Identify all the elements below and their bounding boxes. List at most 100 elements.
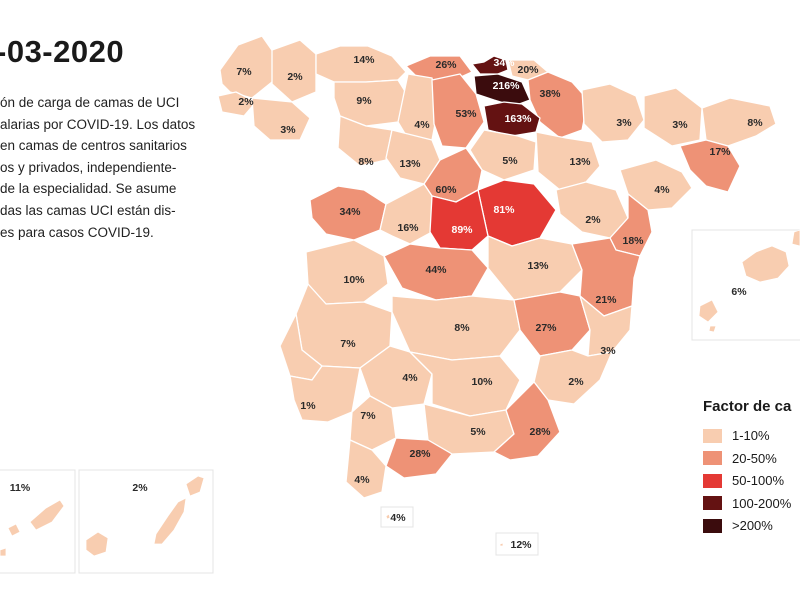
- province-value-label: 3%: [280, 124, 296, 136]
- description-line: en camas de centros sanitarios: [0, 138, 187, 154]
- description-line: alarias por COVID-19. Los datos: [0, 116, 196, 132]
- province-value-label: 7%: [340, 338, 356, 350]
- province-value-label: 4%: [414, 119, 430, 131]
- province-shape: [473, 73, 531, 107]
- legend-swatch: [703, 518, 722, 533]
- province-value-label: 4%: [390, 512, 406, 524]
- el-hierro-island: [0, 547, 7, 557]
- province-value-label: 2%: [585, 214, 601, 226]
- province-shape: [271, 39, 317, 103]
- map-title: -03-2020: [0, 34, 125, 69]
- legend-item: 20-50%: [703, 450, 800, 467]
- province-value-label: 20%: [517, 64, 539, 76]
- province-shape: [493, 381, 561, 461]
- province-value-label: 163%: [505, 113, 533, 125]
- legend-title: Factor de ca: [703, 398, 792, 415]
- island-shapes: [0, 229, 800, 557]
- province-shape: [581, 83, 645, 143]
- province-value-label: 11%: [10, 482, 31, 494]
- province-shape: [471, 55, 509, 75]
- province-value-label: 5%: [502, 155, 518, 167]
- province-value-label: 2%: [132, 482, 148, 494]
- province-value-label: 89%: [451, 224, 473, 236]
- gran-canaria-island: [85, 531, 109, 557]
- province-value-label: 2%: [238, 96, 254, 108]
- province-value-label: 14%: [353, 54, 375, 66]
- legend-swatch: [703, 496, 722, 510]
- province-value-label: 28%: [409, 448, 431, 460]
- province-value-label: 12%: [510, 539, 532, 551]
- melilla-shape: [499, 542, 504, 547]
- legend: Factor de ca 1-10% 20-50% 50-100% 100-20…: [703, 398, 800, 540]
- province-shape: [315, 45, 407, 83]
- province-value-label: 4%: [354, 474, 370, 486]
- map-description: ón de carga de camas de UCI alarias por …: [0, 92, 230, 243]
- province-value-label: 17%: [709, 146, 731, 158]
- lanzarote-island: [185, 475, 205, 497]
- legend-label: >200%: [732, 518, 773, 533]
- province-shape: [571, 237, 641, 317]
- province-value-label: 10%: [343, 274, 365, 286]
- mallorca-island: [741, 245, 790, 283]
- province-value-label: 34%: [493, 57, 515, 69]
- melilla-inset-frame: [495, 532, 539, 556]
- province-value-label: 27%: [535, 322, 557, 334]
- province-value-label: 38%: [539, 88, 561, 100]
- ibiza-island: [698, 299, 719, 323]
- province-value-label: 26%: [435, 59, 457, 71]
- province-value-label: 2%: [287, 71, 303, 83]
- province-value-label: 10%: [471, 376, 493, 388]
- province-shape: [579, 295, 633, 357]
- ceuta-inset-frame: [380, 506, 414, 528]
- province-shape: [251, 97, 311, 141]
- province-value-label: 34%: [339, 206, 361, 218]
- province-labels-layer: 7% 2%14% 26% 34%20%2% 9%216%38%3% 4%53% 163% 3%…: [10, 54, 763, 551]
- province-shape: [679, 139, 741, 193]
- description-line: de la especialidad. Se asume: [0, 181, 177, 197]
- province-value-label: 8%: [747, 117, 763, 129]
- province-value-label: 8%: [454, 322, 470, 334]
- province-value-label: 7%: [236, 66, 252, 78]
- province-value-label: 44%: [425, 264, 447, 276]
- province-value-label: 9%: [356, 95, 372, 107]
- province-value-label: 4%: [402, 372, 418, 384]
- legend-item: 1-10%: [703, 427, 800, 444]
- province-shape: [429, 189, 489, 251]
- province-value-label: 216%: [493, 80, 521, 92]
- legend-item: 50-100%: [703, 472, 800, 489]
- province-shape: [379, 183, 433, 245]
- la-gomera-island: [7, 523, 21, 537]
- province-value-label: 8%: [358, 156, 374, 168]
- menorca-island: [791, 229, 800, 247]
- description-line: das las camas UCI están dis-: [0, 202, 176, 218]
- province-value-label: 4%: [654, 184, 670, 196]
- province-value-label: 28%: [529, 426, 551, 438]
- description-line: ón de carga de camas de UCI: [0, 95, 180, 110]
- province-shape: [527, 71, 589, 139]
- province-value-label: 2%: [568, 376, 584, 388]
- provinces-layer: [217, 35, 777, 499]
- balearic-inset-frame: [691, 229, 800, 341]
- ceuta-shape: [385, 513, 391, 520]
- province-value-label: 18%: [622, 235, 644, 247]
- province-shape: [337, 115, 393, 167]
- legend-swatch: [703, 428, 722, 443]
- province-value-label: 60%: [435, 184, 457, 196]
- legend-label: 20-50%: [732, 450, 777, 466]
- province-value-label: 3%: [616, 117, 632, 129]
- province-value-label: 13%: [569, 156, 591, 168]
- province-shape: [431, 73, 485, 149]
- fuerteventura-island: [153, 497, 187, 545]
- legend-item: 100-200%: [703, 495, 800, 512]
- legend-label: 1-10%: [732, 428, 770, 443]
- province-shape: [535, 131, 601, 191]
- legend-label: 50-100%: [732, 473, 785, 488]
- legend-label: 100-200%: [732, 495, 792, 511]
- tenerife-island: [29, 499, 65, 531]
- province-value-label: 21%: [595, 294, 617, 306]
- province-value-label: 16%: [397, 222, 419, 234]
- legend-item: >200%: [703, 517, 800, 534]
- legend-swatch: [703, 451, 722, 465]
- description-line: os y privados, independiente-: [0, 159, 177, 175]
